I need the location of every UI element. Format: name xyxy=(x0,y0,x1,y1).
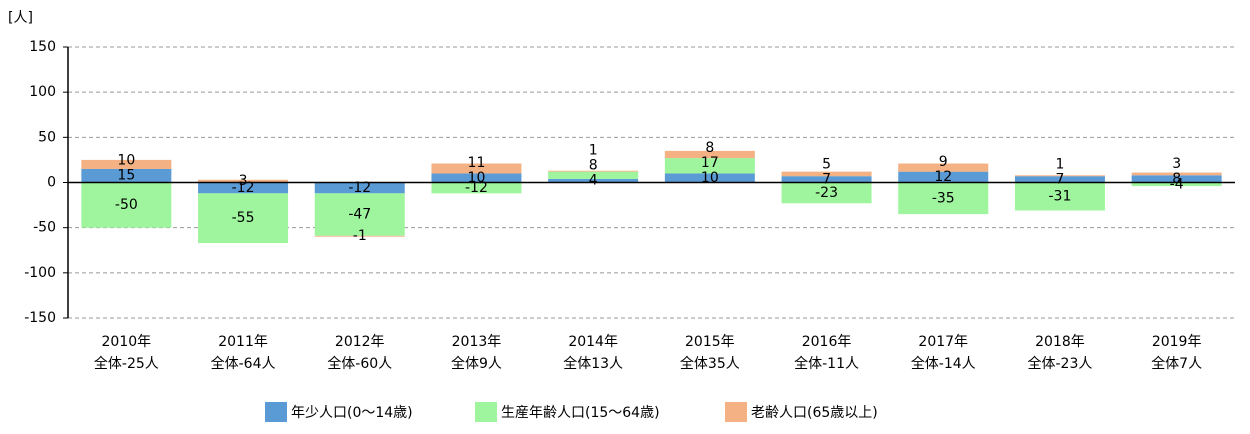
data-label: -4 xyxy=(1170,176,1184,192)
data-label: 7 xyxy=(1055,171,1064,187)
x-tick-total: 全体9人 xyxy=(451,355,502,372)
data-label: 1 xyxy=(1055,156,1064,172)
data-label: -12 xyxy=(232,180,255,196)
data-label: -47 xyxy=(348,207,371,223)
data-label: -35 xyxy=(932,190,955,206)
data-label: -31 xyxy=(1049,189,1072,205)
data-label: 12 xyxy=(934,169,952,185)
x-tick-label: 2018年 xyxy=(1035,334,1085,350)
x-tick-label: 2014年 xyxy=(568,334,618,350)
bar-segment xyxy=(781,182,872,204)
x-tick-label: 2019年 xyxy=(1152,334,1202,350)
x-tick-total: 全体35人 xyxy=(680,355,740,372)
bar-segment xyxy=(1014,176,1105,183)
bar-segment xyxy=(548,170,639,172)
bar-segment xyxy=(81,159,172,169)
y-tick-label: 100 xyxy=(29,84,56,100)
x-tick-total: 全体-11人 xyxy=(794,355,859,372)
bar-segment xyxy=(1131,172,1222,176)
bar-segment xyxy=(314,235,405,237)
bar-segment xyxy=(198,179,289,183)
bar-segment xyxy=(548,178,639,183)
data-label: 11 xyxy=(468,155,486,171)
x-tick-total: 全体-14人 xyxy=(911,355,976,372)
bar-segment xyxy=(664,150,755,159)
x-tick-total: 全体-25人 xyxy=(94,355,159,372)
x-tick-label: 2016年 xyxy=(802,334,852,350)
data-label: -50 xyxy=(115,197,138,213)
bar-segment xyxy=(431,163,522,174)
data-label: 3 xyxy=(239,173,248,189)
bar-segment xyxy=(1014,175,1105,177)
y-unit: [人] xyxy=(8,10,33,26)
bar-segment xyxy=(1014,182,1105,211)
bar-segment xyxy=(664,158,755,174)
data-label: 1 xyxy=(589,143,598,159)
data-label: 7 xyxy=(822,171,831,187)
bar-segment xyxy=(548,171,639,179)
y-tick-label: -50 xyxy=(33,220,56,236)
y-tick-label: 150 xyxy=(29,39,56,55)
bar-segment xyxy=(1131,182,1222,187)
data-label: 15 xyxy=(117,168,135,184)
bar-segment xyxy=(81,182,172,228)
data-label: 10 xyxy=(701,170,719,186)
legend-label: 生産年齢人口(15～64歳) xyxy=(501,405,660,421)
bar-segment xyxy=(898,163,989,172)
bar-segment xyxy=(431,173,522,183)
x-tick-total: 全体7人 xyxy=(1151,355,1202,372)
data-label: 8 xyxy=(589,158,598,174)
data-label: -23 xyxy=(815,185,838,201)
x-tick-total: 全体-60人 xyxy=(327,355,392,372)
legend-label: 老齢人口(65歳以上) xyxy=(751,405,878,421)
x-tick-total: 全体-64人 xyxy=(211,355,276,372)
data-label: 9 xyxy=(939,154,948,170)
y-tick-label: -100 xyxy=(24,265,56,281)
data-label: 10 xyxy=(117,153,135,169)
y-tick-label: -150 xyxy=(24,310,56,326)
bar-segment xyxy=(314,182,405,194)
data-label: 5 xyxy=(822,156,831,172)
data-label: -12 xyxy=(465,180,488,196)
legend-swatch xyxy=(725,402,747,422)
bar-segment xyxy=(198,193,289,244)
bar-segment xyxy=(898,182,989,215)
legend-label: 年少人口(0～14歳) xyxy=(291,405,413,421)
bar-segment xyxy=(431,182,522,194)
data-label: 10 xyxy=(468,170,486,186)
legend-swatch xyxy=(265,402,287,422)
y-tick-label: 50 xyxy=(38,129,56,145)
data-label: -55 xyxy=(232,210,255,226)
bar-segment xyxy=(781,171,872,177)
x-tick-label: 2017年 xyxy=(918,334,968,350)
x-tick-total: 全体-23人 xyxy=(1028,355,1093,372)
x-tick-total: 全体13人 xyxy=(563,355,623,372)
bar-segment xyxy=(781,176,872,183)
legend-swatch xyxy=(475,402,497,422)
data-label: 3 xyxy=(1172,156,1181,172)
x-tick-label: 2011年 xyxy=(218,334,268,350)
bar-segment xyxy=(1131,175,1222,183)
bar-segment xyxy=(664,173,755,183)
bar-segment xyxy=(198,182,289,194)
x-tick-label: 2012年 xyxy=(335,334,385,350)
x-tick-label: 2013年 xyxy=(452,334,502,350)
x-tick-label: 2015年 xyxy=(685,334,735,350)
data-label: 8 xyxy=(705,140,714,156)
x-tick-label: 2010年 xyxy=(102,334,152,350)
data-label: 17 xyxy=(701,155,719,171)
bar-segment xyxy=(81,168,172,183)
bar-segment xyxy=(898,171,989,183)
data-label: 8 xyxy=(1172,171,1181,187)
bar-segment xyxy=(314,193,405,236)
data-label: 4 xyxy=(589,173,598,189)
y-tick-label: 0 xyxy=(47,175,56,191)
data-label: -1 xyxy=(353,228,367,244)
data-label: -12 xyxy=(348,180,371,196)
